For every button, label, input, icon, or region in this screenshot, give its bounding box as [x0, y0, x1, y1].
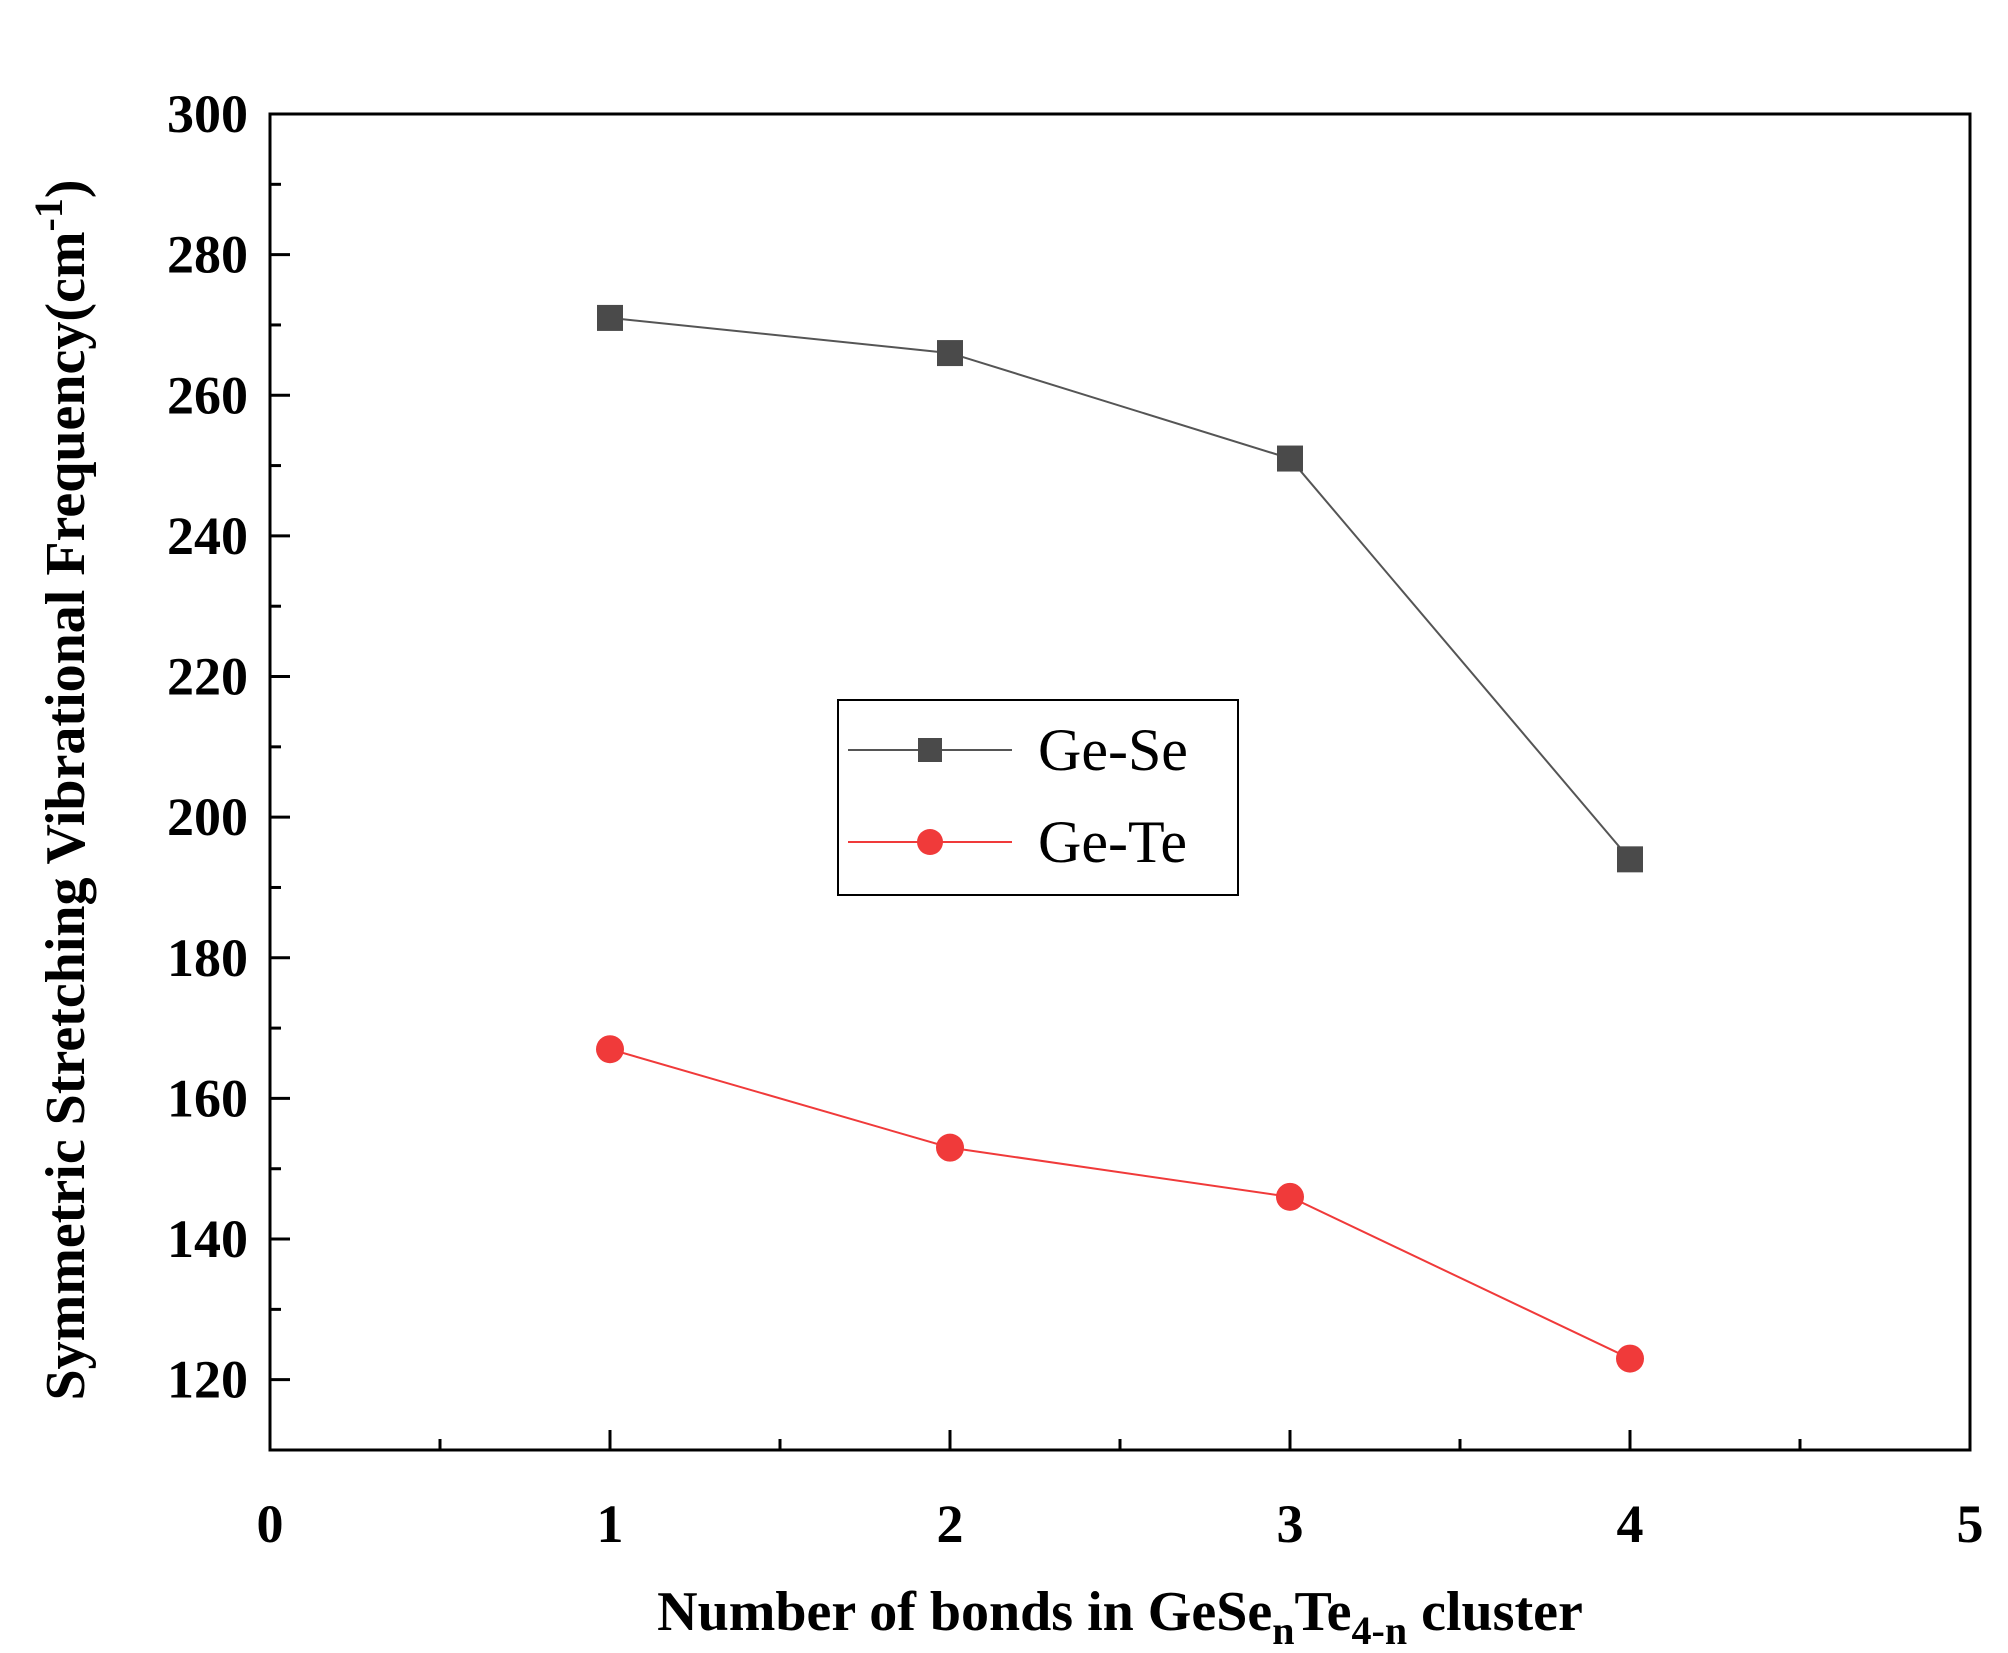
x-tick-label: 3 — [1277, 1494, 1304, 1554]
x-tick-label: 1 — [597, 1494, 624, 1554]
y-tick-label: 240 — [167, 506, 248, 566]
data-point-ge-se — [597, 304, 623, 331]
data-point-ge-se — [937, 340, 963, 367]
data-point-ge-te — [596, 1035, 624, 1064]
x-tick-label: 2 — [937, 1494, 964, 1554]
x-tick-label: 4 — [1617, 1494, 1644, 1554]
y-tick-label: 280 — [167, 225, 248, 285]
x-axis-title: Number of bonds in GeSenTe4-n cluster — [657, 1581, 1583, 1653]
y-tick-label: 220 — [167, 647, 248, 707]
y-tick-label: 200 — [167, 787, 248, 847]
legend-label-ge-te: Ge-Te — [1038, 809, 1187, 875]
legend: Ge-Se Ge-Te — [837, 699, 1239, 896]
y-tick-label: 300 — [167, 84, 248, 144]
x-tick-label: 0 — [257, 1494, 284, 1554]
legend-box — [837, 699, 1239, 896]
data-point-ge-te — [936, 1133, 964, 1162]
series-layer — [596, 304, 1644, 1373]
data-point-ge-te — [1616, 1344, 1644, 1373]
data-point-ge-se — [1277, 445, 1303, 472]
series-line-ge-te — [609, 1048, 1631, 1360]
y-tick-label: 120 — [167, 1350, 248, 1410]
series-line-ge-se — [609, 316, 1631, 860]
data-point-ge-te — [1276, 1182, 1304, 1211]
legend-marker-ge-se — [918, 738, 942, 762]
y-axis-title: Symmetric Stretching Vibrational Frequen… — [26, 179, 97, 1400]
y-tick-label: 260 — [167, 365, 248, 425]
legend-marker-ge-te — [917, 829, 943, 855]
legend-label-ge-se: Ge-Se — [1038, 717, 1188, 783]
data-point-ge-se — [1617, 846, 1643, 873]
axis-ticks: 0 1 2 3 4 5 120 140 160 180 200 220 240 260 280 300 — [167, 84, 1984, 1554]
y-tick-label: 180 — [167, 928, 248, 988]
x-tick-label: 5 — [1957, 1494, 1984, 1554]
y-tick-label: 140 — [167, 1209, 248, 1269]
y-tick-label: 160 — [167, 1068, 248, 1128]
